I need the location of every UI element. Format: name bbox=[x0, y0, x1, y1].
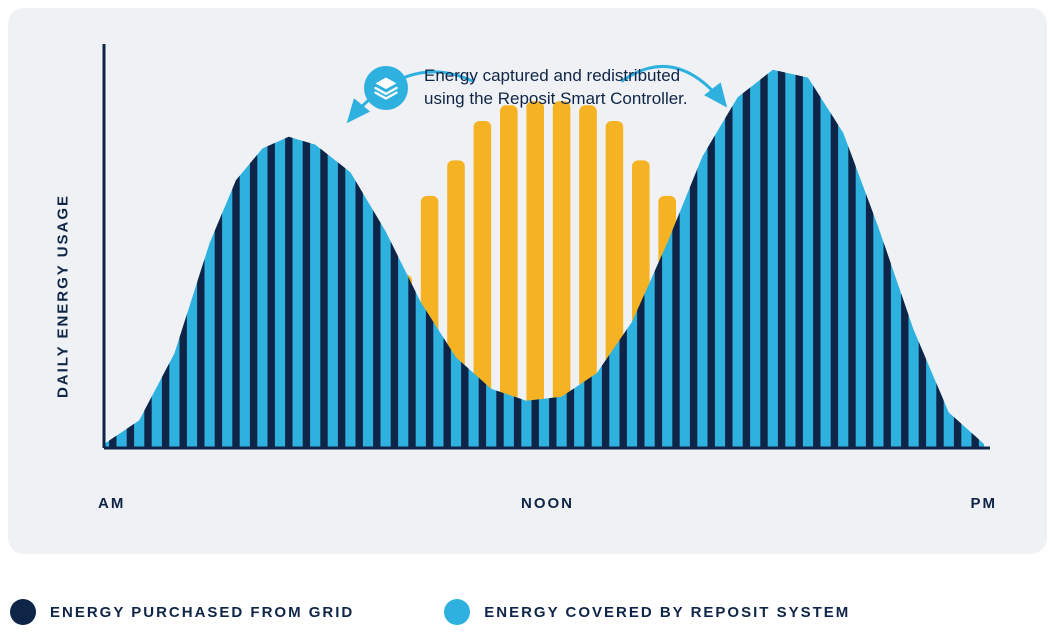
legend: ENERGY PURCHASED FROM GRID ENERGY COVERE… bbox=[10, 592, 1045, 632]
x-tick-noon: NOON bbox=[521, 495, 574, 512]
x-tick-pm: PM bbox=[971, 495, 998, 512]
x-axis-labels: AM NOON PM bbox=[98, 495, 997, 519]
chart-area: DAILY ENERGY USAGE AM NOON PM Energy cap… bbox=[8, 8, 1047, 554]
layers-icon bbox=[364, 66, 408, 110]
chart-card: DAILY ENERGY USAGE AM NOON PM Energy cap… bbox=[8, 8, 1047, 554]
annotation-line2: using the Reposit Smart Controller. bbox=[424, 88, 688, 111]
legend-swatch-reposit bbox=[444, 599, 470, 625]
x-tick-am: AM bbox=[98, 495, 125, 512]
legend-item-reposit: ENERGY COVERED BY REPOSIT SYSTEM bbox=[444, 599, 850, 625]
legend-item-grid: ENERGY PURCHASED FROM GRID bbox=[10, 599, 354, 625]
legend-label-reposit: ENERGY COVERED BY REPOSIT SYSTEM bbox=[484, 604, 850, 621]
y-axis-label: DAILY ENERGY USAGE bbox=[55, 194, 72, 398]
annotation-callout: Energy captured and redistributed using … bbox=[364, 65, 688, 111]
annotation-text: Energy captured and redistributed using … bbox=[424, 65, 688, 111]
legend-swatch-grid bbox=[10, 599, 36, 625]
annotation-line1: Energy captured and redistributed bbox=[424, 65, 688, 88]
legend-label-grid: ENERGY PURCHASED FROM GRID bbox=[50, 604, 354, 621]
